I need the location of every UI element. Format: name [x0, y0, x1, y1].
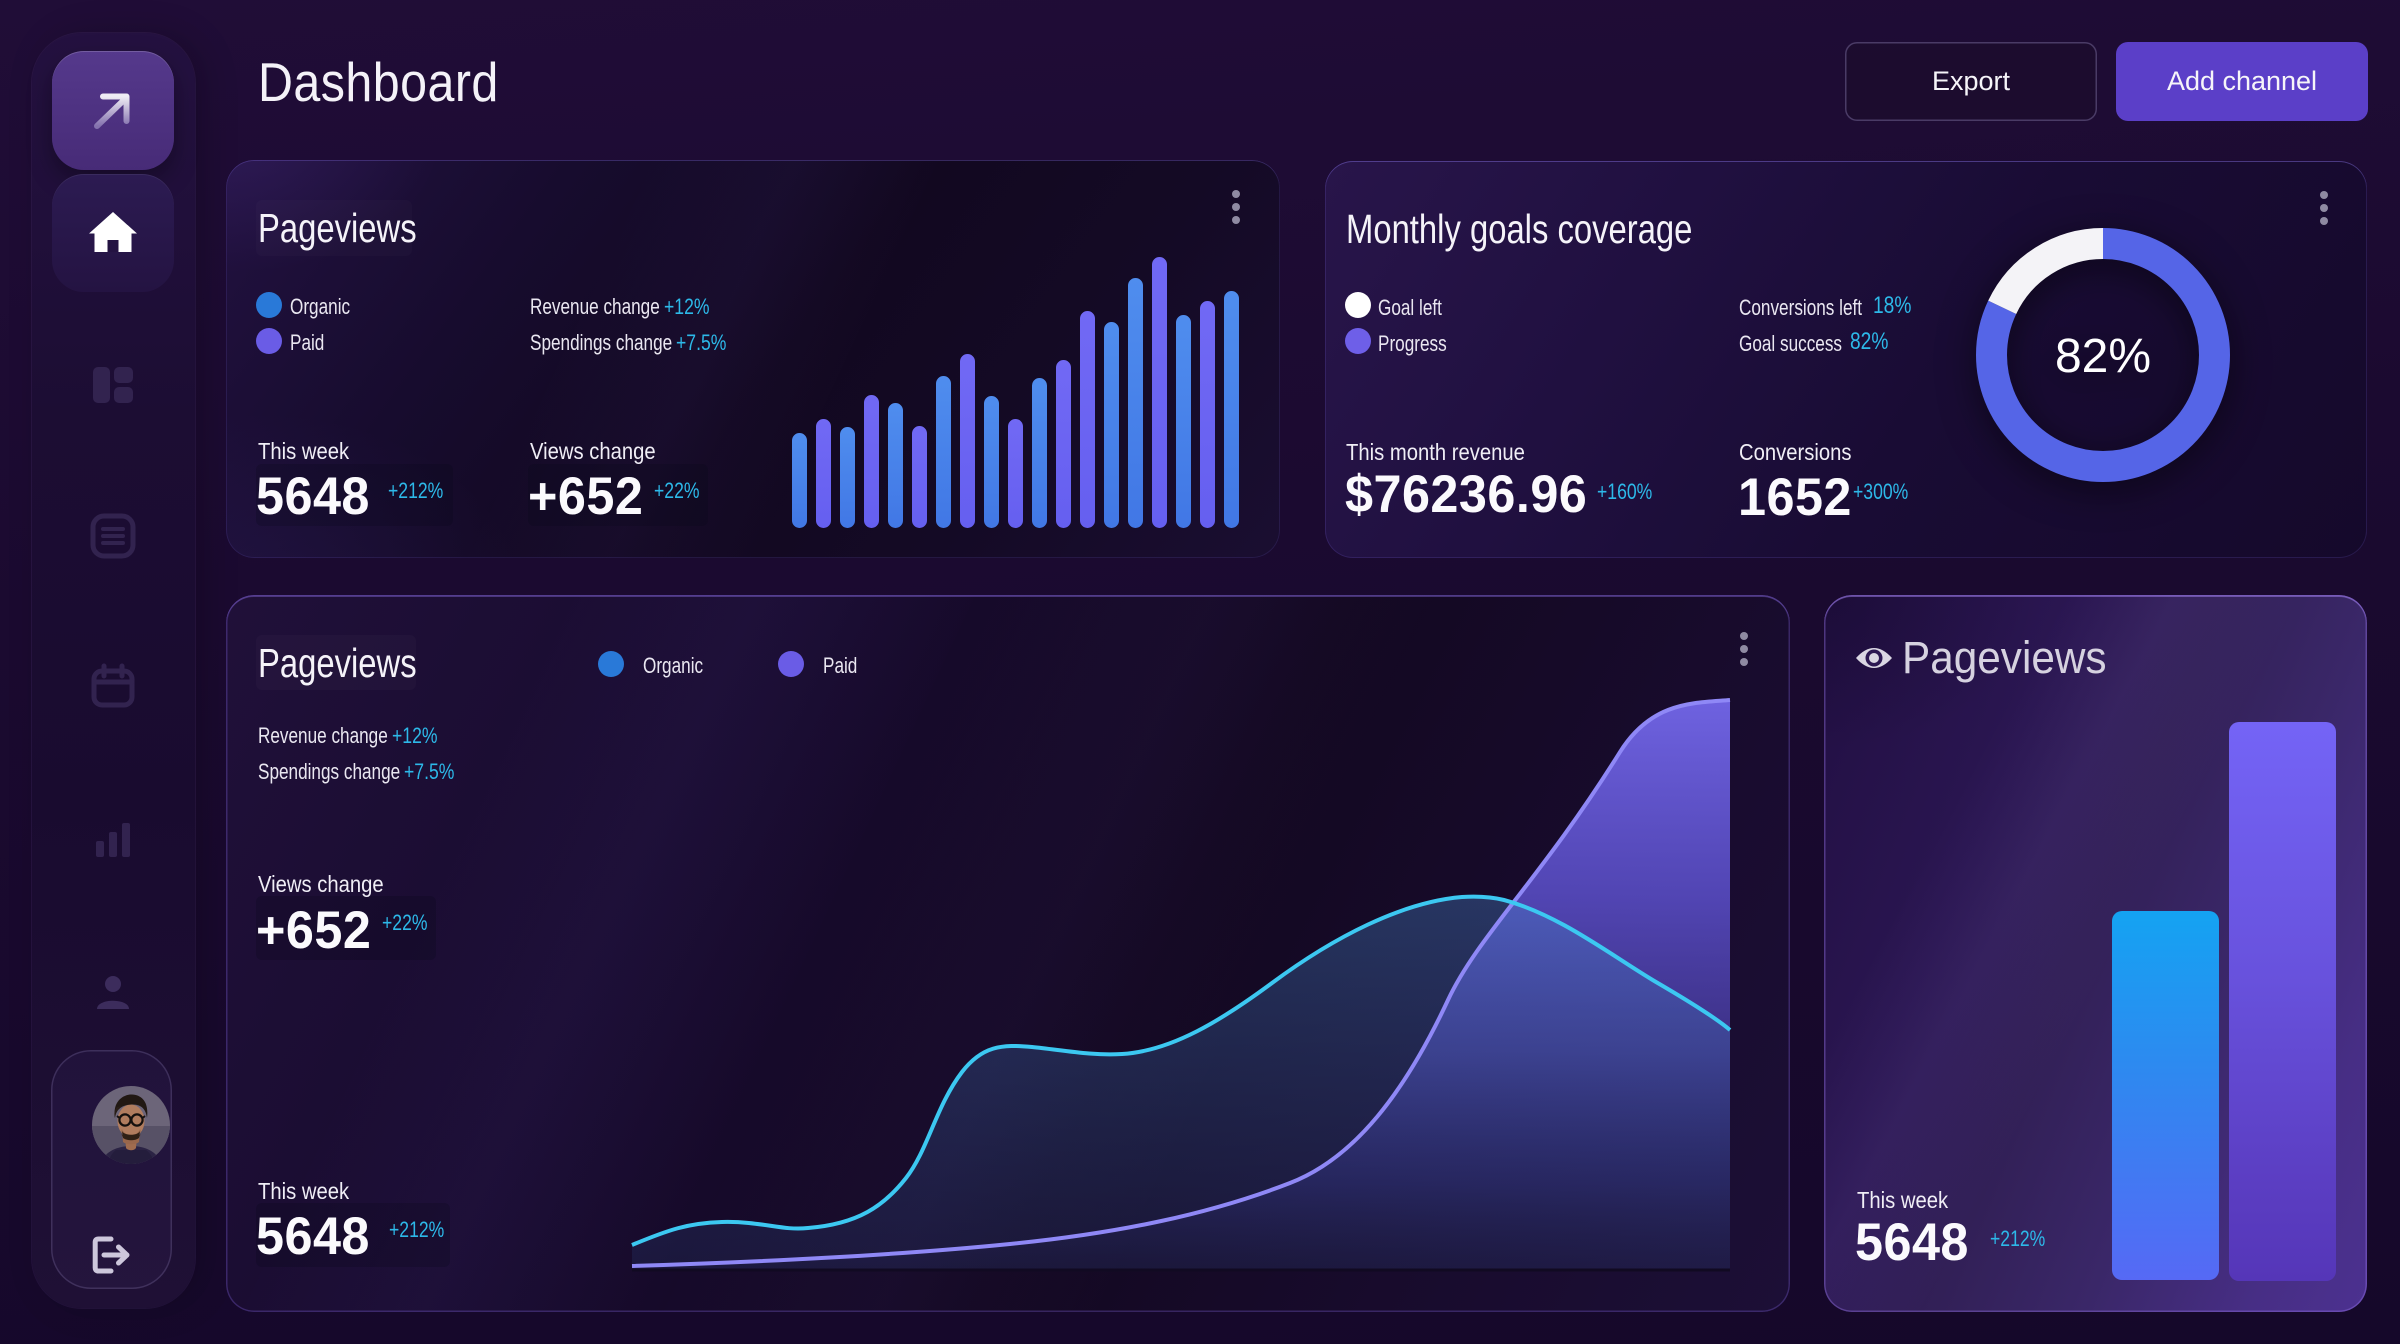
svg-text:82%: 82%	[2055, 330, 2151, 383]
